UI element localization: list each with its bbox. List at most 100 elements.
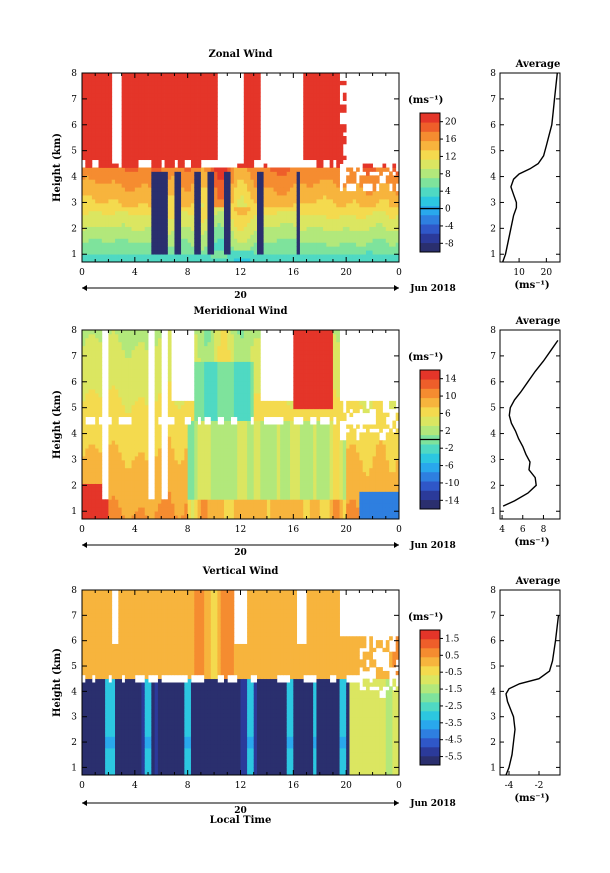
- heatmap-cell: [157, 210, 162, 216]
- heatmap-cell: [309, 258, 314, 263]
- heatmap-cell: [296, 258, 301, 263]
- heatmap-cell: [276, 250, 281, 255]
- heatmap-cell: [359, 199, 364, 204]
- heatmap-cell: [85, 143, 89, 149]
- heatmap-cell: [389, 179, 393, 184]
- heatmap-cell: [187, 139, 192, 145]
- heatmap-cell: [134, 199, 139, 204]
- heatmap-cell: [177, 491, 182, 496]
- heatmap-cell: [82, 333, 86, 339]
- heatmap-cell: [385, 234, 390, 239]
- heatmap-cell: [171, 479, 175, 484]
- heatmap-cell: [233, 167, 238, 172]
- heatmap-cell: [138, 475, 142, 481]
- heatmap-cell: [167, 357, 172, 362]
- heatmap-cell: [190, 151, 195, 157]
- heatmap-cell: [194, 428, 198, 433]
- heatmap-cell: [138, 100, 142, 105]
- heatmap-cell: [365, 214, 370, 220]
- heatmap-cell: [293, 210, 298, 216]
- heatmap-cell: [306, 112, 311, 117]
- heatmap-cell: [124, 385, 129, 390]
- heatmap-cell: [266, 175, 271, 180]
- heatmap-cell: [329, 132, 334, 137]
- heatmap-cell: [85, 459, 89, 465]
- heatmap-cell: [111, 250, 116, 255]
- heatmap-cell: [157, 226, 162, 231]
- heatmap-cell: [200, 230, 205, 235]
- heatmap-cell: [151, 116, 156, 121]
- heatmap-cell: [336, 167, 340, 172]
- heatmap-cell: [131, 408, 136, 414]
- heatmap-cell: [118, 452, 123, 457]
- heatmap-cell: [184, 187, 189, 192]
- heatmap-cell: [210, 234, 215, 239]
- heatmap-cell: [356, 258, 360, 263]
- heatmap-cell: [138, 218, 142, 224]
- heatmap-cell: [316, 187, 321, 192]
- heatmap-cell: [121, 128, 126, 133]
- heatmap-cell: [82, 73, 86, 78]
- heatmap-cell: [237, 226, 241, 231]
- heatmap-cell: [247, 258, 251, 263]
- heatmap-cell: [336, 151, 340, 157]
- heatmap-cell: [286, 179, 291, 184]
- heatmap-cell: [356, 183, 360, 188]
- heatmap-cell: [85, 84, 89, 90]
- heatmap-cell: [273, 230, 278, 235]
- heatmap-cell: [257, 242, 261, 247]
- heatmap-cell: [243, 108, 248, 113]
- heatmap-cell: [105, 503, 109, 508]
- heatmap-cell: [108, 448, 113, 453]
- heatmap-cell: [329, 242, 334, 247]
- heatmap-cell: [95, 381, 99, 386]
- colorbar-segment: [420, 187, 440, 197]
- heatmap-cell: [124, 412, 129, 418]
- heatmap-cell: [392, 202, 397, 208]
- heatmap-cell: [174, 100, 179, 105]
- heatmap-cell: [82, 357, 86, 362]
- heatmap-cell: [323, 242, 327, 247]
- heatmap-cell: [131, 400, 136, 406]
- heatmap-cell: [157, 155, 162, 161]
- heatmap-cell: [184, 202, 189, 208]
- heatmap-cell: [207, 132, 212, 137]
- heatmap-cell: [207, 214, 212, 220]
- heatmap-cell: [204, 132, 208, 137]
- heatmap-cell: [82, 440, 86, 445]
- heatmap-cell: [356, 230, 360, 235]
- heatmap-cell: [190, 250, 195, 255]
- heatmap-cell: [184, 120, 189, 125]
- heatmap-cell: [161, 167, 165, 172]
- heatmap-cell: [98, 393, 103, 398]
- heatmap-cell: [349, 234, 354, 239]
- heatmap-cell: [144, 100, 149, 105]
- heatmap-cell: [313, 187, 317, 192]
- heatmap-cell: [98, 444, 103, 449]
- heatmap-cell: [141, 132, 146, 137]
- heatmap-cell: [181, 448, 185, 453]
- heatmap-cell: [138, 357, 142, 362]
- heatmap-cell: [121, 345, 126, 351]
- heatmap-cell: [187, 467, 192, 473]
- heatmap-cell: [108, 428, 113, 433]
- heatmap-cell: [154, 459, 159, 465]
- heatmap-cell: [85, 155, 89, 161]
- heatmap-cell: [82, 202, 86, 208]
- heatmap-cell: [85, 467, 89, 473]
- heatmap-cell: [200, 202, 205, 208]
- heatmap-cell: [332, 171, 337, 176]
- heatmap-cell: [332, 96, 337, 101]
- heatmap-cell: [88, 369, 93, 374]
- heatmap-cell: [283, 210, 288, 216]
- heatmap-cell: [296, 230, 301, 235]
- heatmap-cell: [299, 254, 304, 259]
- heatmap-cell: [151, 218, 156, 224]
- heatmap-cell: [174, 218, 179, 224]
- heatmap-cell: [141, 136, 146, 141]
- heatmap-cell: [194, 389, 198, 394]
- heatmap-cell: [187, 195, 192, 200]
- heatmap-cell: [148, 234, 152, 239]
- heatmap-cell: [138, 416, 142, 421]
- heatmap-cell: [316, 222, 321, 227]
